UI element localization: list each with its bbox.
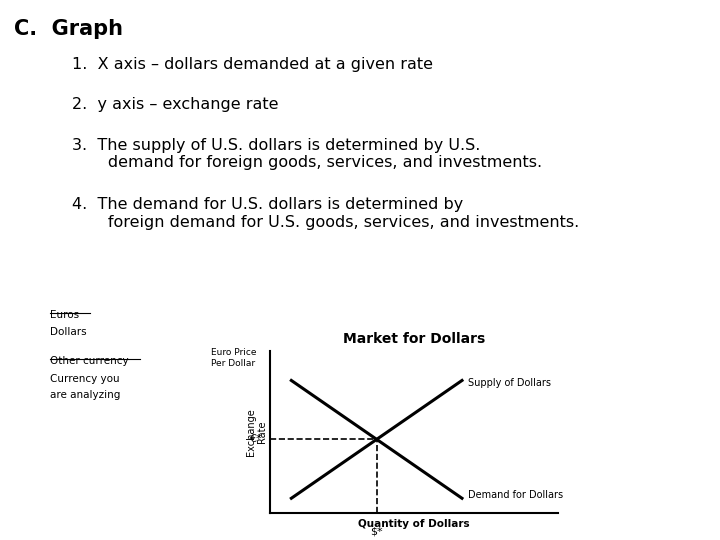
Text: Dollars: Dollars	[50, 327, 87, 337]
Text: 1.  X axis – dollars demanded at a given rate: 1. X axis – dollars demanded at a given …	[72, 57, 433, 72]
Text: Supply of Dollars: Supply of Dollars	[469, 379, 552, 388]
Text: Currency you: Currency you	[50, 374, 120, 384]
Text: Euro Price
Per Dollar: Euro Price Per Dollar	[211, 348, 256, 368]
Text: Other currency: Other currency	[50, 356, 129, 367]
Text: $*: $*	[370, 526, 383, 536]
Text: Euros: Euros	[50, 310, 79, 321]
Text: C.  Graph: C. Graph	[14, 19, 123, 39]
X-axis label: Quantity of Dollars: Quantity of Dollars	[358, 518, 470, 529]
Text: 4.  The demand for U.S. dollars is determined by
       foreign demand for U.S. : 4. The demand for U.S. dollars is determ…	[72, 197, 580, 230]
Title: Market for Dollars: Market for Dollars	[343, 332, 485, 346]
Text: €*: €*	[249, 434, 261, 444]
Text: Demand for Dollars: Demand for Dollars	[469, 490, 564, 501]
Text: 2.  y axis – exchange rate: 2. y axis – exchange rate	[72, 97, 279, 112]
Text: 3.  The supply of U.S. dollars is determined by U.S.
       demand for foreign g: 3. The supply of U.S. dollars is determi…	[72, 138, 542, 170]
Y-axis label: Exchange
Rate: Exchange Rate	[246, 408, 267, 456]
Text: are analyzing: are analyzing	[50, 390, 121, 400]
